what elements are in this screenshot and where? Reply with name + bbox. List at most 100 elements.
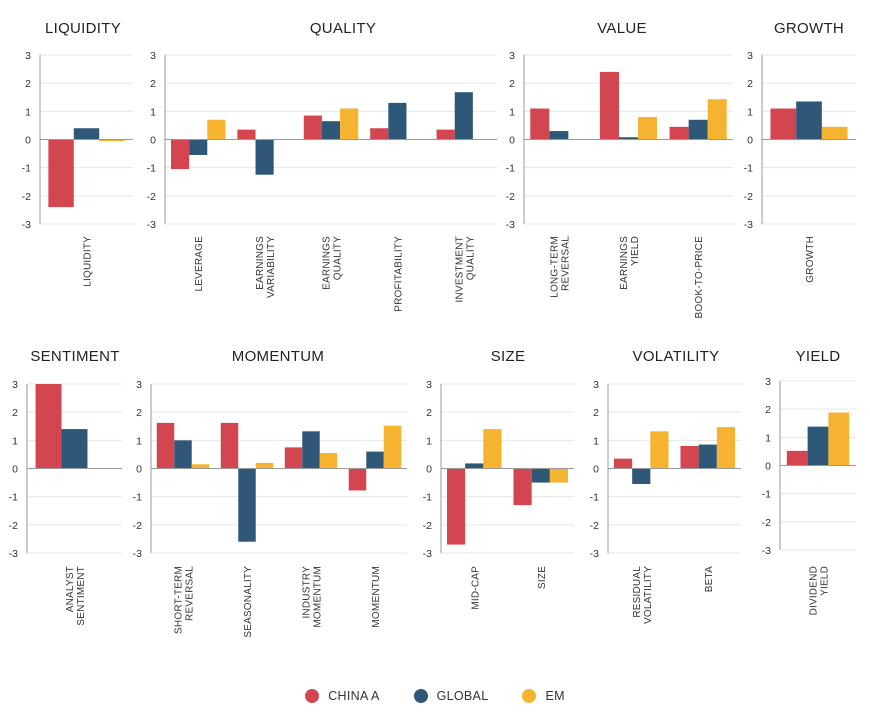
y-tick-label: -2 bbox=[9, 520, 18, 532]
category-label: EARNINGS bbox=[322, 236, 333, 290]
category-label: BETA bbox=[704, 566, 715, 592]
category-label: VARIABILITY bbox=[266, 236, 277, 298]
category-label: QUALITY bbox=[465, 236, 476, 280]
y-tick-label: -1 bbox=[9, 492, 18, 504]
category-label: MID-CAP bbox=[470, 566, 481, 610]
bar-china-a bbox=[284, 447, 303, 469]
y-tick-label: -3 bbox=[590, 548, 599, 560]
y-tick-label: 1 bbox=[765, 432, 771, 444]
legend-swatch-global bbox=[413, 689, 428, 703]
y-tick-label: 0 bbox=[765, 461, 771, 473]
y-tick-label: 3 bbox=[136, 379, 142, 391]
bar-em bbox=[650, 431, 669, 469]
bar-global bbox=[618, 137, 639, 140]
y-tick-label: -3 bbox=[147, 219, 156, 231]
bar-china-a bbox=[786, 450, 808, 466]
y-tick-label: -3 bbox=[744, 219, 753, 231]
y-tick-label: -2 bbox=[147, 191, 156, 203]
bar-global bbox=[302, 431, 320, 469]
bar-em bbox=[319, 453, 338, 469]
y-tick-label: 2 bbox=[593, 407, 599, 419]
bar-global bbox=[454, 92, 473, 140]
panel-title-momentum: MOMENTUM bbox=[232, 348, 324, 365]
bar-china-a bbox=[220, 422, 239, 469]
panel-title-sentiment: SENTIMENT bbox=[30, 348, 119, 365]
factor-exposure-figure: LIQUIDITY 3 2 1 0 -1 -2 -3 LIQUIDITY QUALITY 3 2 1 0 -… bbox=[9, 20, 856, 638]
panel-value: VALUE 3 2 1 0 -1 -2 -3 LONG-TERM REVERSAL EARNINGS… bbox=[506, 20, 733, 318]
category-label: ANALYST bbox=[65, 566, 76, 612]
bar-em bbox=[821, 126, 848, 140]
bar-em bbox=[191, 464, 210, 469]
y-tick-label: 0 bbox=[150, 135, 156, 147]
legend-label-china-a: CHINA A bbox=[328, 689, 380, 703]
y-tick-label: -3 bbox=[506, 219, 515, 231]
panel-liquidity: LIQUIDITY 3 2 1 0 -1 -2 -3 LIQUIDITY bbox=[22, 20, 133, 287]
legend-swatch-em bbox=[522, 689, 537, 703]
y-tick-label: 2 bbox=[426, 407, 432, 419]
bar-em bbox=[255, 462, 274, 469]
y-tick-label: 3 bbox=[25, 50, 31, 62]
panel-title-growth: GROWTH bbox=[774, 20, 844, 37]
bar-china-a bbox=[48, 139, 74, 208]
panel-title-liquidity: LIQUIDITY bbox=[45, 20, 121, 37]
y-tick-label: 2 bbox=[25, 78, 31, 90]
y-tick-label: 2 bbox=[509, 78, 515, 90]
category-label: PROFITABILITY bbox=[393, 236, 404, 312]
y-tick-label: -2 bbox=[744, 191, 753, 203]
bar-china-a bbox=[669, 126, 689, 140]
bar-global bbox=[807, 426, 829, 466]
bar-china-a bbox=[35, 384, 62, 469]
bar-em bbox=[549, 468, 569, 483]
category-label: REVERSAL bbox=[185, 566, 196, 621]
y-tick-label: 0 bbox=[426, 464, 432, 476]
category-label: EARNINGS bbox=[619, 236, 630, 290]
y-tick-label: -3 bbox=[423, 548, 432, 560]
y-tick-label: 1 bbox=[136, 435, 142, 447]
bar-global bbox=[189, 139, 208, 155]
y-tick-label: 3 bbox=[150, 50, 156, 62]
y-tick-label: 1 bbox=[25, 106, 31, 118]
y-tick-label: 1 bbox=[593, 435, 599, 447]
bar-china-a bbox=[303, 115, 322, 140]
y-tick-label: 3 bbox=[593, 379, 599, 391]
y-tick-label: -2 bbox=[590, 520, 599, 532]
panel-title-size: SIZE bbox=[491, 348, 526, 365]
panel-momentum: MOMENTUM 3 2 1 0 -1 -2 -3 SHORT-TERM REVERSAL SEAS… bbox=[133, 348, 407, 638]
category-label: INDUSTRY bbox=[302, 566, 313, 619]
bar-china-a bbox=[513, 468, 532, 506]
bar-em bbox=[340, 108, 359, 140]
category-label: INVESTMENT bbox=[454, 236, 465, 302]
y-tick-label: 1 bbox=[12, 435, 18, 447]
bar-global bbox=[238, 468, 256, 542]
bar-em bbox=[707, 99, 727, 140]
y-tick-label: -1 bbox=[762, 489, 771, 501]
y-tick-label: -2 bbox=[762, 517, 771, 529]
bar-global bbox=[531, 468, 550, 483]
legend-label-global: GLOBAL bbox=[436, 689, 489, 703]
category-label: RESIDUAL bbox=[632, 566, 643, 618]
category-label: SIZE bbox=[537, 566, 548, 589]
y-tick-label: 3 bbox=[747, 50, 753, 62]
y-tick-label: -2 bbox=[506, 191, 515, 203]
category-label: YIELD bbox=[820, 566, 831, 596]
category-label: REVERSAL bbox=[560, 236, 571, 291]
legend-item-em: EM bbox=[522, 689, 565, 703]
panel-title-quality: QUALITY bbox=[310, 20, 376, 37]
bar-global bbox=[255, 139, 274, 175]
y-tick-label: -1 bbox=[133, 492, 142, 504]
bar-global bbox=[388, 102, 407, 140]
y-tick-label: -1 bbox=[744, 163, 753, 175]
bar-global bbox=[688, 119, 708, 140]
category-label: VOLATILITY bbox=[643, 566, 654, 624]
panel-title-yield: YIELD bbox=[796, 348, 841, 365]
y-tick-label: -3 bbox=[22, 219, 31, 231]
legend-item-china-a: CHINA A bbox=[305, 689, 379, 703]
bar-em bbox=[638, 116, 658, 140]
y-tick-label: 0 bbox=[25, 135, 31, 147]
y-tick-label: 2 bbox=[150, 78, 156, 90]
y-tick-label: 3 bbox=[426, 379, 432, 391]
